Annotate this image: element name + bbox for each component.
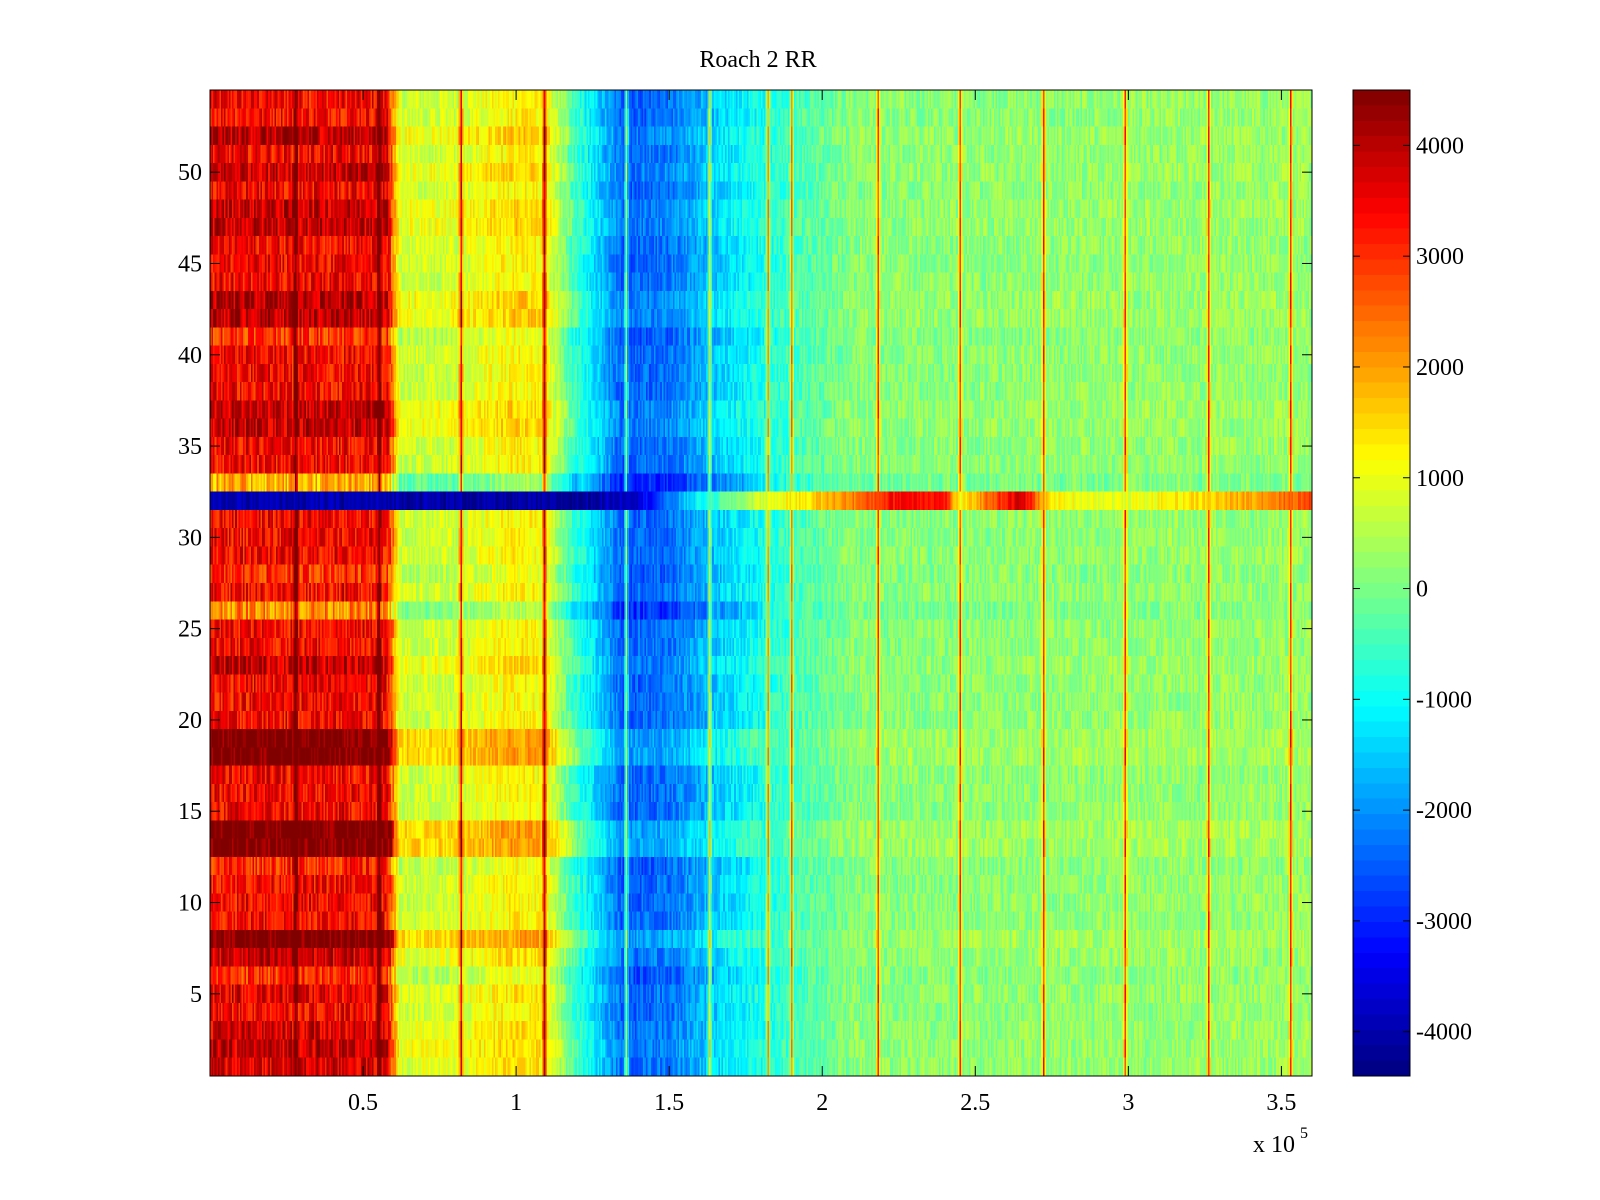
colorbar-tick-label: 4000 xyxy=(1416,133,1464,159)
x-tick-label: 2 xyxy=(816,1090,828,1116)
colorbar-tick-label: 2000 xyxy=(1416,355,1464,381)
colorbar-frame xyxy=(1352,89,1411,1077)
x-tick-label: 1.5 xyxy=(654,1090,684,1116)
y-tick-label: 20 xyxy=(178,708,202,734)
y-tick-label: 5 xyxy=(190,982,202,1008)
plot-frame xyxy=(209,89,1313,1077)
colorbar-ticks: -4000 -3000 -2000 -1000 0 1000 2000 3000 4000 xyxy=(1353,133,1472,1046)
x-tick-label: 0.5 xyxy=(348,1090,378,1116)
colorbar-tick-label: 1000 xyxy=(1416,466,1464,492)
y-tick-label: 25 xyxy=(178,617,202,643)
x-tick-label: 2.5 xyxy=(960,1090,990,1116)
x-axis: 0.5 1 1.5 2 2.5 3 3.5 xyxy=(348,90,1296,1116)
heatmap-image xyxy=(210,90,1312,1076)
y-tick-label: 50 xyxy=(178,160,202,186)
colorbar-tick-label: -4000 xyxy=(1416,1020,1472,1046)
chart-title: Roach 2 RR xyxy=(699,47,816,73)
colorbar-tick-label: -3000 xyxy=(1416,909,1472,935)
colorbar-tick-label: 3000 xyxy=(1416,244,1464,270)
x-tick-label: 1 xyxy=(510,1090,522,1116)
y-tick-label: 30 xyxy=(178,525,202,551)
y-tick-label: 15 xyxy=(178,799,202,825)
x-tick-label: 3.5 xyxy=(1266,1090,1296,1116)
colorbar-image xyxy=(1353,90,1410,1076)
y-tick-label: 10 xyxy=(178,891,202,917)
x-exponent-power: 5 xyxy=(1300,1125,1308,1142)
y-tick-label: 35 xyxy=(178,434,202,460)
x-axis-exponent: x 10 5 xyxy=(1253,1125,1308,1158)
x-exponent-base: x 10 xyxy=(1253,1132,1295,1158)
y-axis: 5 10 15 20 25 30 35 40 45 50 xyxy=(178,160,1312,1008)
heatmap-plot-area xyxy=(209,89,1313,1077)
colorbar: -4000 -3000 -2000 -1000 0 1000 2000 3000 4000 xyxy=(1352,89,1472,1077)
colorbar-tick-label: -1000 xyxy=(1416,687,1472,713)
colorbar-tick-label: 0 xyxy=(1416,577,1428,603)
y-tick-label: 45 xyxy=(178,251,202,277)
y-tick-label: 40 xyxy=(178,343,202,369)
x-tick-label: 3 xyxy=(1122,1090,1134,1116)
colorbar-tick-label: -2000 xyxy=(1416,798,1472,824)
